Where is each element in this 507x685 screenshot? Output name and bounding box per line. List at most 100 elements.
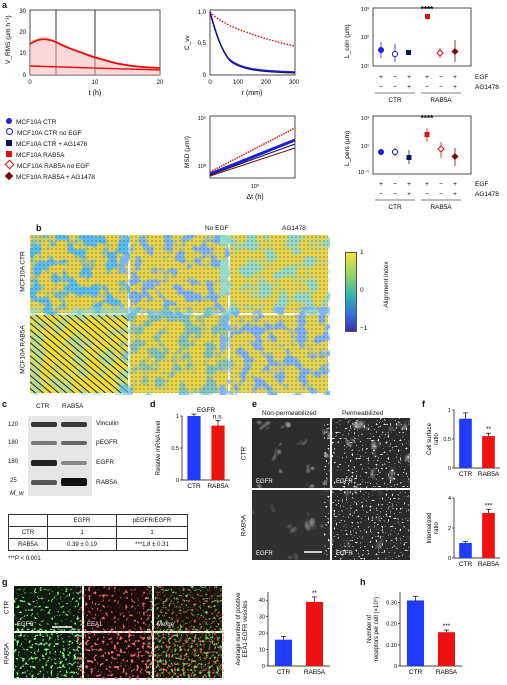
- category-label: CTR: [409, 669, 423, 676]
- g-row-label: CTR: [3, 600, 11, 615]
- lcorr-egf-sign: −: [439, 74, 443, 81]
- lcorr-egf-sign: −: [393, 74, 397, 81]
- lpers-ytick: 10⁻¹: [358, 170, 369, 176]
- y-tick-label: 4: [448, 496, 451, 502]
- tile-label: EGFR: [336, 551, 353, 557]
- category-label: CTR: [459, 471, 473, 478]
- lpers-ag-sign: −: [379, 191, 383, 198]
- g-channel-label: EGFR: [17, 622, 34, 628]
- lpers-egf-sign: +: [453, 181, 457, 188]
- msd-xlabel: Δt (h): [246, 194, 263, 201]
- micrograph-tile: [84, 633, 152, 678]
- lpers-egf-sign: −: [393, 181, 397, 188]
- table-footnote: ***P < 0.001: [8, 556, 41, 562]
- vrms-plot: t (h) 0 10 20 0 10 20 30 V_RMS (µm h⁻¹): [5, 9, 164, 97]
- lcorr-ag-sign: +: [407, 84, 411, 91]
- lcorr-egf-sign: +: [425, 74, 429, 81]
- table-cell: 1: [116, 526, 188, 539]
- y-axis-label: EEA1-EGFR vesicles: [243, 600, 249, 657]
- chart-f-top: 0 0.5 1 CTR ** RAB5A Cell surface ratio: [427, 408, 500, 478]
- g-channel-label: EEA1: [87, 622, 103, 628]
- bar: [274, 639, 293, 666]
- category-label: CTR: [277, 669, 291, 676]
- bar: [459, 418, 472, 468]
- panel-label-h: h: [360, 577, 366, 587]
- lcorr-ag-sign: −: [425, 84, 429, 91]
- b-row-label: MCF10A CTR: [19, 251, 27, 292]
- y-tick-label: 0: [394, 664, 397, 670]
- cvv-ytick: 0.5: [198, 41, 207, 47]
- y-axis-label: Cell surface: [427, 423, 433, 455]
- colorbar-tick: −1: [360, 325, 368, 332]
- cvv-ylabel: C_vv: [184, 34, 191, 50]
- y-tick-label: 2: [448, 526, 451, 532]
- category-label: RAB5A: [207, 483, 229, 490]
- y-axis-label: Number of: [367, 615, 373, 643]
- g-channel-label: Merge: [157, 622, 175, 628]
- cvv-xtick: 0: [208, 80, 212, 86]
- legend-item: MCF10A RAB5A no EGF: [4, 159, 95, 172]
- category-label: RAB5A: [304, 669, 326, 676]
- micrograph-tile: [252, 418, 330, 488]
- western-blot: [28, 416, 92, 496]
- vrms-xtick: 10: [92, 80, 99, 86]
- y-tick-label: 20: [259, 631, 265, 637]
- lpers-ylabel: L_pers (µm): [344, 131, 351, 166]
- micrograph-tile: [14, 633, 82, 678]
- lpers-egf-sign: +: [425, 181, 429, 188]
- msd-plot: 10⁵ 10⁰ 10⁰ Δt (h) MSD (µm²): [184, 115, 296, 201]
- e-col-header: Permeabilized: [342, 410, 384, 417]
- lpers-ag-label: AG1478: [475, 191, 499, 198]
- y-tick-label: 40: [259, 598, 265, 604]
- chart-h: 0 0.10 0.20 0.30 CTR *** RAB5A Number of recepto…: [367, 592, 462, 676]
- lpers-ag-sign: +: [407, 191, 411, 198]
- band-label: EGFR: [96, 459, 115, 466]
- significance-label: ***: [443, 623, 451, 630]
- tile-label: EGFR: [336, 479, 353, 485]
- y-tick-label: 30: [259, 615, 265, 621]
- lcorr-markers: [378, 14, 459, 62]
- table-cell: 0.39 ± 0.19: [47, 538, 117, 551]
- alignment-map-tile: [230, 315, 328, 393]
- panel-label-a: a: [2, 0, 8, 10]
- panel-label-f: f: [422, 399, 425, 409]
- band-label: RAB5A: [96, 479, 118, 486]
- e-row-label: CTR: [240, 446, 248, 461]
- e-col-header: Non-permeabilized: [262, 410, 317, 417]
- micrograph-tile: [14, 586, 82, 631]
- lcorr-ytick: 10²: [361, 35, 369, 41]
- lcorr-stars: ****: [421, 5, 434, 14]
- legend-item: MCF10A RAB5A + AG1478: [4, 171, 95, 183]
- lcorr-ag-sign: −: [439, 84, 443, 91]
- legend-item: MCF10A CTR: [6, 117, 95, 128]
- category-label: CTR: [459, 561, 473, 568]
- blot-band: [31, 441, 57, 445]
- lcorr-egf-sign: +: [407, 74, 411, 81]
- g-row-wrap: RAB5A: [2, 634, 12, 678]
- msd-ylabel: MSD (µm²): [184, 136, 191, 168]
- micrograph-tile: [332, 490, 410, 560]
- tile-label: EGFR: [256, 551, 273, 557]
- y-tick-label: 0.20: [386, 622, 397, 628]
- y-axis-label: ratio: [434, 433, 440, 445]
- micrograph-tile: [332, 418, 410, 488]
- y-tick-label: 1: [448, 408, 451, 414]
- y-tick-label: 1: [176, 414, 179, 420]
- lcorr-ag-sign: −: [393, 84, 397, 91]
- alignment-map-tile: [30, 235, 128, 313]
- panel-label-c: c: [2, 399, 8, 409]
- bar: [187, 416, 201, 480]
- panel-label-b: b: [36, 223, 42, 233]
- lcorr-plot: **** 10¹ 10² 10³ L_corr (µm) + − + + − +…: [344, 5, 499, 104]
- table-header: [8, 514, 48, 527]
- table-header: EGFR: [47, 514, 117, 527]
- y-tick-label: 0.5: [171, 446, 179, 452]
- alignment-map-grid: [30, 235, 330, 400]
- panel-label-e: e: [252, 399, 258, 409]
- alignment-colorbar: [345, 252, 357, 332]
- lpers-ytick: 10³: [361, 116, 369, 122]
- vrms-ylabel: V_RMS (µm h⁻¹): [5, 15, 12, 64]
- vrms-ytick: 20: [19, 30, 26, 36]
- category-label: CTR: [187, 483, 201, 490]
- lpers-group-ctr: CTR: [388, 204, 402, 211]
